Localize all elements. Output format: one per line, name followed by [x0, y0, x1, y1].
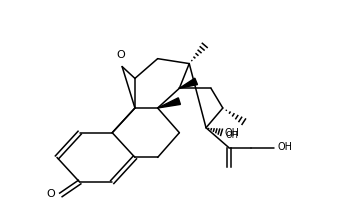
Text: OH: OH: [226, 131, 239, 140]
Text: O: O: [46, 189, 55, 199]
Text: O: O: [117, 50, 125, 60]
Polygon shape: [158, 98, 180, 108]
Text: OH: OH: [277, 141, 292, 152]
Text: OH: OH: [225, 128, 240, 138]
Polygon shape: [179, 78, 197, 88]
